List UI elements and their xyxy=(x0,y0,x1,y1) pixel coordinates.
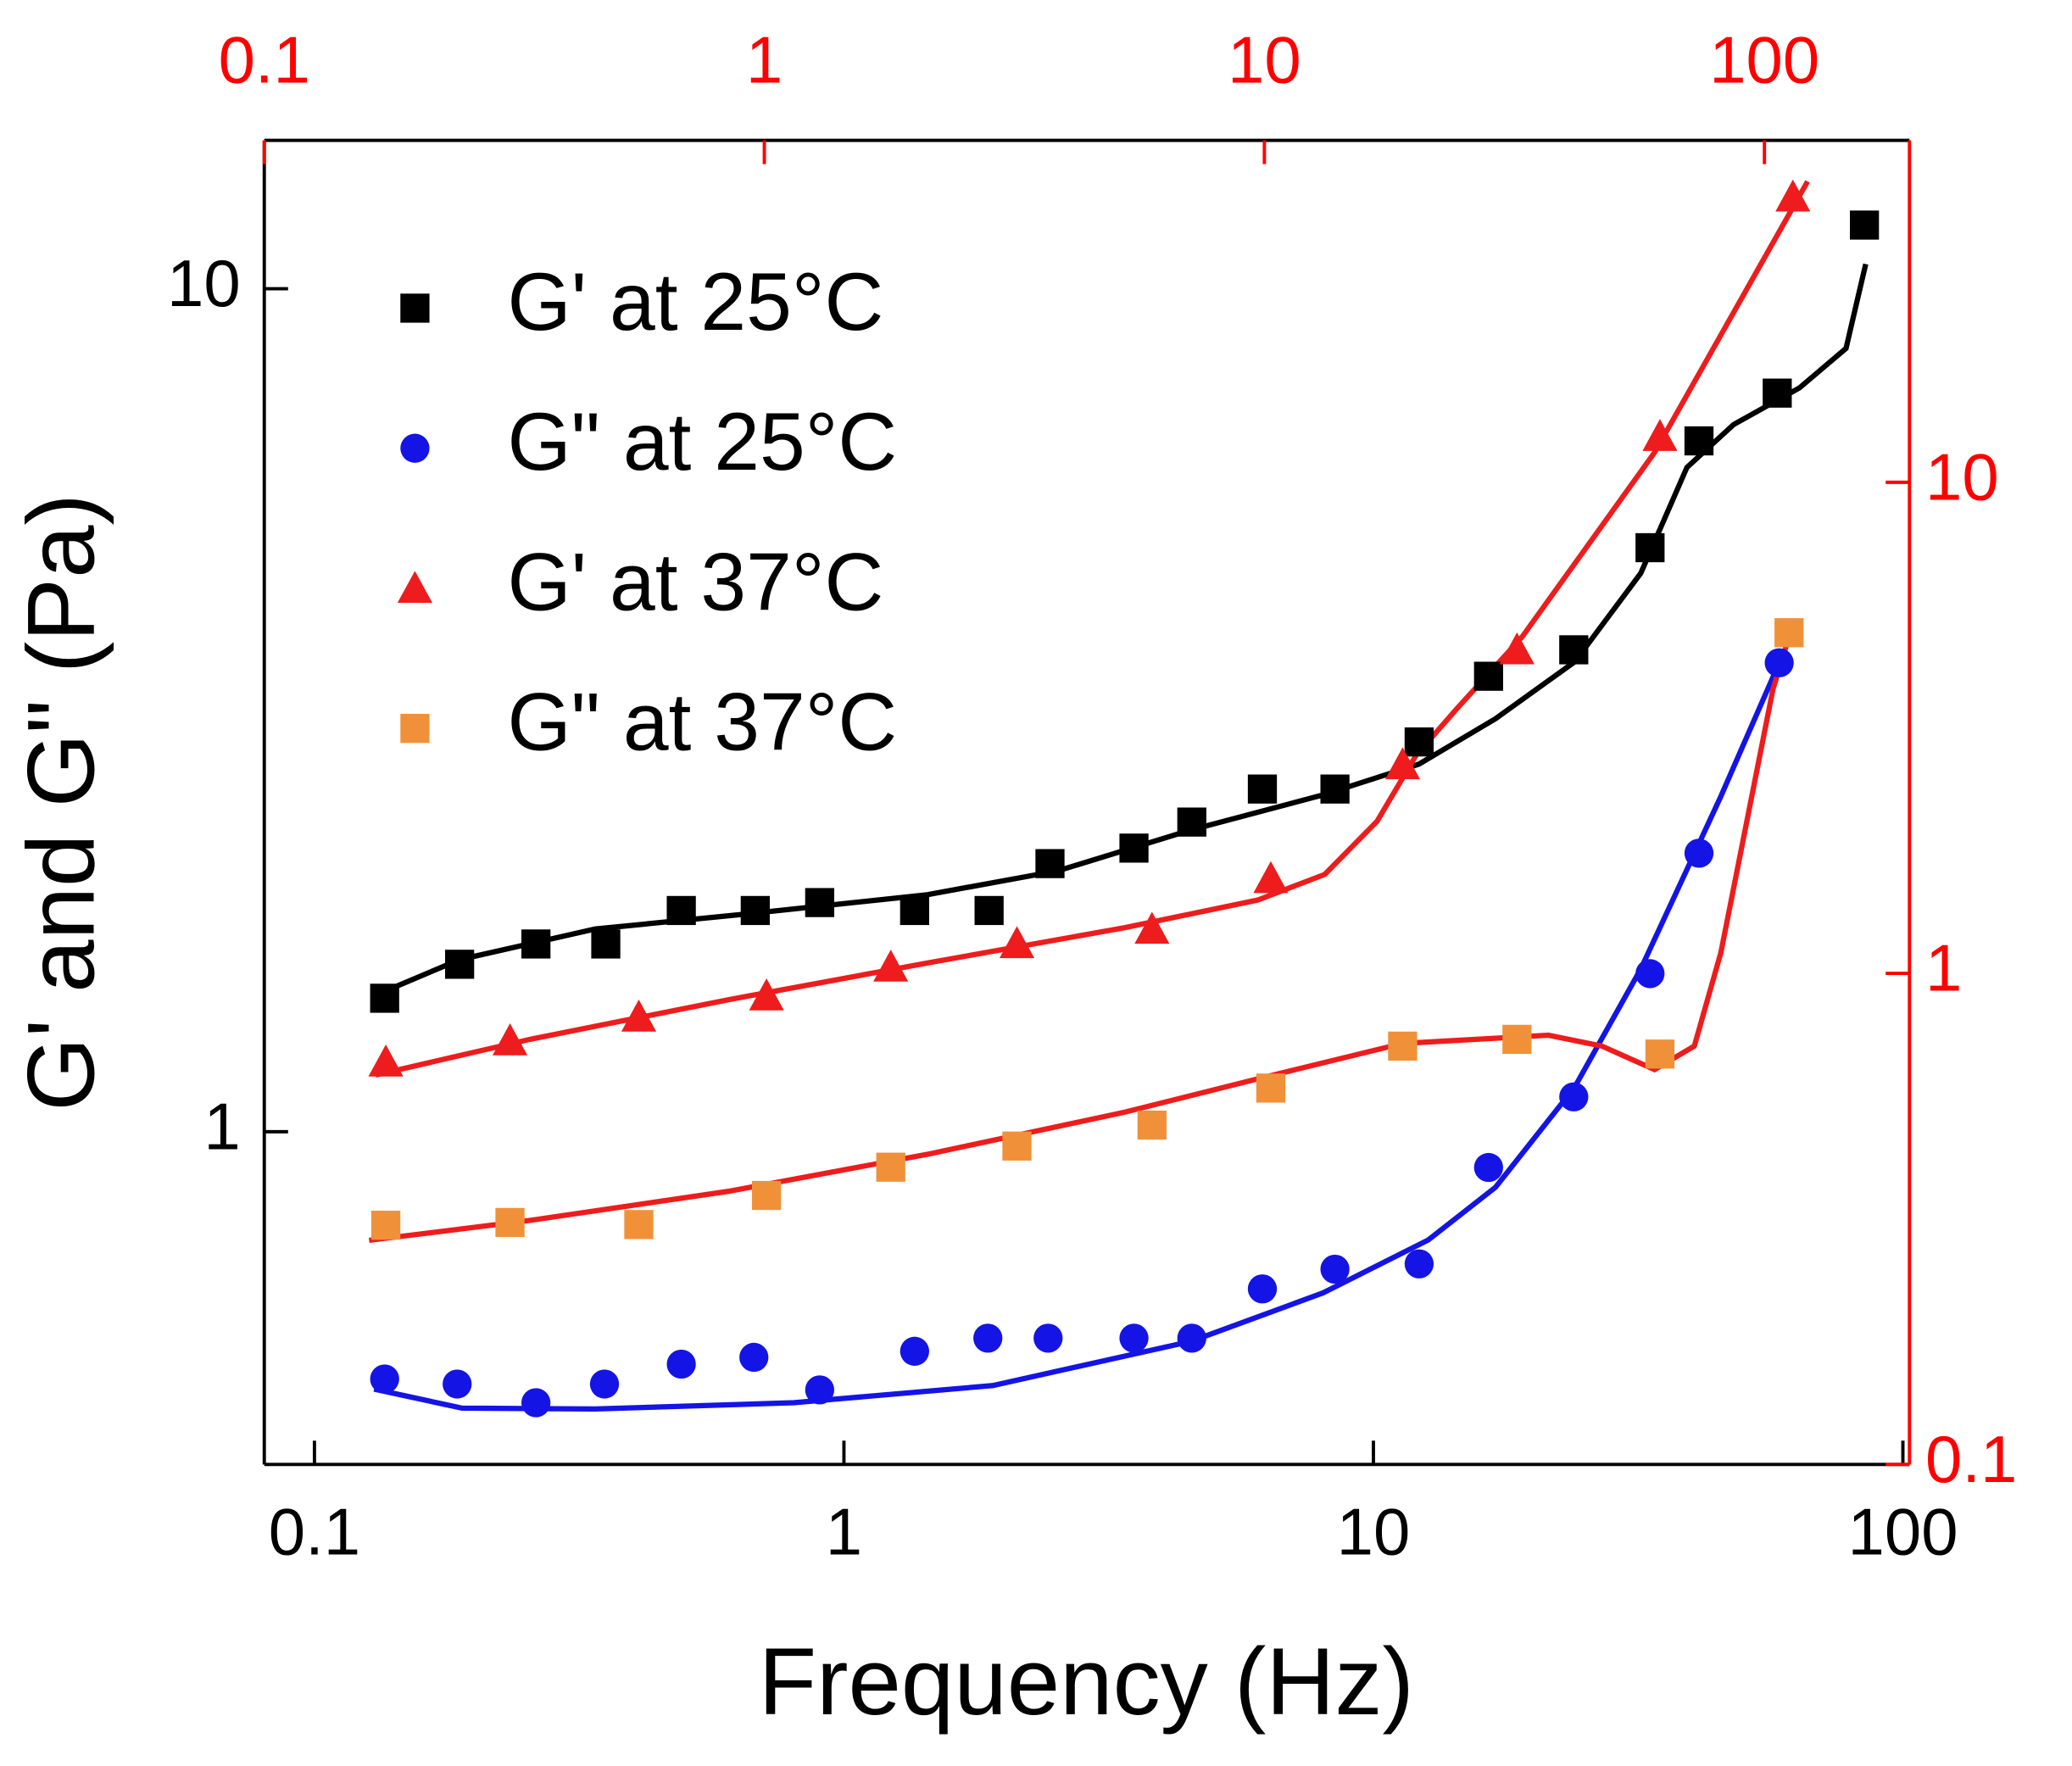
data-point xyxy=(495,1207,525,1238)
data-point xyxy=(873,950,909,982)
fit-line xyxy=(373,661,1782,1412)
y-tick-label: 10 xyxy=(167,246,241,320)
data-point xyxy=(1642,419,1678,451)
data-point xyxy=(492,1023,528,1056)
data-point xyxy=(900,1336,929,1366)
legend-marker xyxy=(400,713,430,744)
legend-label: G" at 37°C xyxy=(508,677,898,768)
data-point xyxy=(1002,1131,1032,1161)
legend-marker xyxy=(400,433,430,463)
y-axis-label: G' and G" (Pa) xyxy=(8,493,114,1111)
x-tick-label: 0.1 xyxy=(269,1495,360,1569)
data-point xyxy=(1035,849,1065,878)
data-point xyxy=(999,926,1035,959)
data-point xyxy=(1764,648,1794,677)
data-point xyxy=(1559,635,1589,665)
data-point xyxy=(1684,426,1714,456)
data-point xyxy=(1033,1323,1063,1353)
x-tick-label: 100 xyxy=(1848,1495,1958,1569)
legend-label: G' at 37°C xyxy=(508,537,884,627)
data-point xyxy=(1253,861,1289,894)
data-point xyxy=(621,999,657,1032)
legend-marker xyxy=(400,293,430,323)
data-point xyxy=(591,929,621,959)
data-point xyxy=(1774,618,1804,648)
data-point xyxy=(739,1342,769,1373)
data-point xyxy=(521,1388,551,1418)
data-point xyxy=(1635,532,1665,563)
fit-line xyxy=(373,263,1869,999)
data-point xyxy=(1473,661,1503,691)
legend-label: G" at 25°C xyxy=(508,397,898,487)
data-point xyxy=(805,888,835,917)
x2-tick-label: 10 xyxy=(1228,22,1301,97)
x-tick-label: 1 xyxy=(826,1495,862,1569)
legend-label: G' at 25°C xyxy=(508,257,884,348)
data-point xyxy=(370,983,399,1013)
data-point xyxy=(1684,838,1714,868)
data-point xyxy=(1137,1110,1167,1140)
data-point xyxy=(1763,378,1792,408)
data-point xyxy=(900,895,929,926)
data-point xyxy=(1320,774,1350,804)
y2-tick-label: 1 xyxy=(1925,931,1962,1006)
data-point xyxy=(1473,1152,1503,1183)
x2-tick-label: 0.1 xyxy=(219,22,310,97)
data-point xyxy=(1384,747,1421,780)
data-point xyxy=(666,1349,696,1379)
data-point xyxy=(624,1210,654,1240)
data-point xyxy=(1499,632,1535,665)
data-point xyxy=(805,1375,835,1405)
data-point xyxy=(876,1152,905,1182)
data-point xyxy=(370,1211,401,1240)
data-point xyxy=(1775,179,1811,212)
x2-tick-label: 1 xyxy=(746,22,783,97)
data-point xyxy=(1850,210,1880,240)
data-point xyxy=(1177,1323,1206,1353)
legend-marker xyxy=(397,571,432,604)
fit-line xyxy=(375,180,1810,1078)
data-point xyxy=(1502,1024,1532,1055)
x2-tick-label: 100 xyxy=(1709,22,1819,97)
data-point xyxy=(1256,1073,1286,1103)
data-point xyxy=(589,1369,620,1399)
y2-tick-label: 10 xyxy=(1925,439,1999,514)
data-point xyxy=(1559,1082,1589,1111)
data-point xyxy=(1177,807,1206,837)
data-point xyxy=(521,929,551,959)
data-point xyxy=(368,1045,404,1077)
data-point xyxy=(1404,727,1434,757)
x-axis-label: Frequency (Hz) xyxy=(759,1628,1414,1735)
data-point xyxy=(749,978,784,1011)
data-point xyxy=(1134,911,1170,944)
data-point xyxy=(1247,774,1278,804)
data-point xyxy=(1320,1254,1350,1284)
data-point xyxy=(1388,1031,1418,1061)
data-point xyxy=(973,1323,1003,1353)
x-tick-label: 10 xyxy=(1337,1495,1411,1569)
y2-tick-label: 0.1 xyxy=(1925,1422,2017,1496)
data-point xyxy=(1635,959,1665,989)
data-point xyxy=(370,1364,399,1394)
data-point xyxy=(1645,1039,1675,1069)
data-point xyxy=(1247,1274,1278,1304)
data-point xyxy=(1404,1249,1434,1279)
data-point xyxy=(974,895,1004,926)
y-tick-label: 1 xyxy=(203,1089,240,1163)
data-point xyxy=(444,950,475,979)
data-point xyxy=(1119,1323,1149,1353)
data-point xyxy=(666,895,696,926)
data-point xyxy=(751,1180,782,1211)
data-point xyxy=(1119,833,1149,863)
data-point xyxy=(740,895,770,926)
data-point xyxy=(443,1369,472,1399)
